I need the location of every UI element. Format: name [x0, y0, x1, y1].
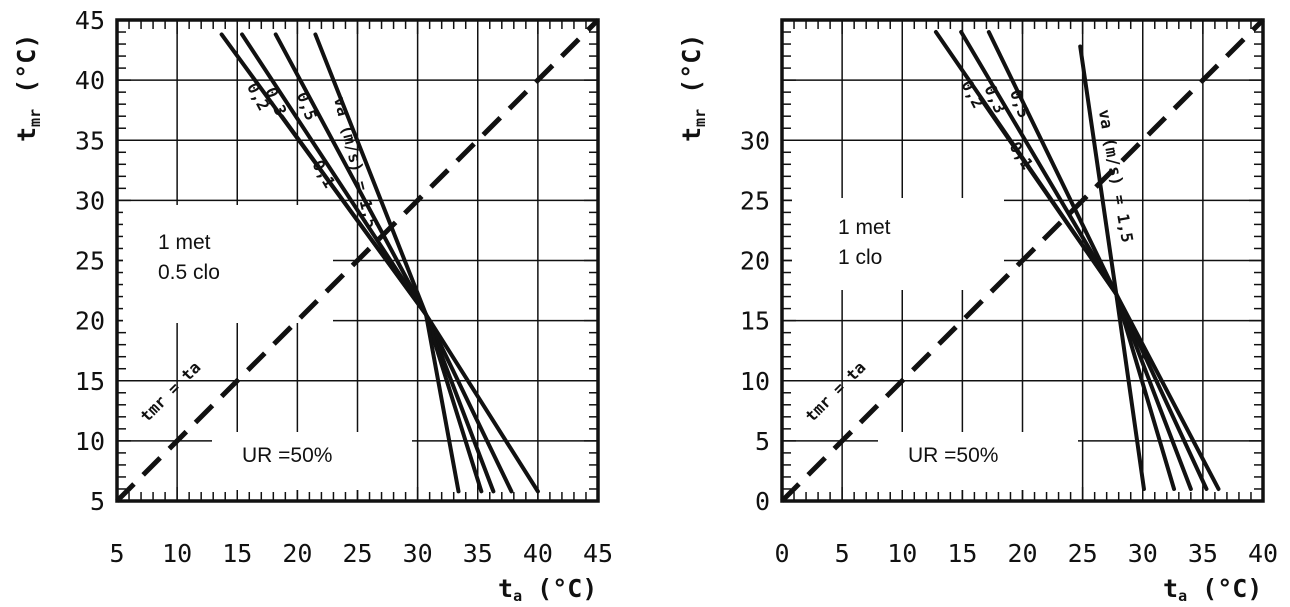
x-tick-label: 20: [282, 539, 312, 568]
x-tick-label: 5: [835, 539, 850, 568]
y-axis-title: tmr (°C): [677, 34, 709, 142]
y-tick-label: 35: [75, 126, 105, 155]
diagonal-label: tmr = ta: [136, 358, 204, 426]
plot-frame: [115, 18, 600, 503]
y-tick-label: 25: [740, 186, 770, 215]
y-tick-label: 45: [75, 6, 105, 35]
y-tick-label: 30: [740, 126, 770, 155]
y-tick-label: 15: [740, 307, 770, 336]
x-tick-label: 25: [1068, 539, 1098, 568]
series-label: 0,3: [261, 84, 290, 118]
y-tick-label: 0: [755, 487, 770, 516]
x-axis-title: ta (°C): [1163, 574, 1262, 605]
annotation-text: 1 met: [838, 216, 891, 239]
x-tick-label: 10: [162, 539, 192, 568]
series-label: 0,3: [981, 82, 1010, 116]
x-tick-label: 10: [887, 539, 917, 568]
annotation-text: 0.5 clo: [158, 261, 220, 284]
x-tick-label: 40: [523, 539, 553, 568]
x-tick-label: 35: [463, 539, 493, 568]
x-tick-label: 30: [403, 539, 433, 568]
diagonal-label: tmr = ta: [801, 358, 869, 426]
x-tick-label: 25: [342, 539, 372, 568]
y-tick-label: 10: [740, 367, 770, 396]
x-tick-label: 15: [947, 539, 977, 568]
series-line-1-5: [313, 32, 461, 494]
y-tick-label: 10: [75, 427, 105, 456]
diagonal-line: [780, 18, 1265, 503]
x-tick-label: 40: [1248, 539, 1278, 568]
x-tick-label: 5: [109, 539, 124, 568]
x-axis-title: ta (°C): [498, 574, 597, 605]
y-tick-label: 20: [75, 307, 105, 336]
y-tick-label: 20: [740, 247, 770, 276]
annotation-box: [123, 205, 333, 323]
chart-panel-2: 0,10,20,30,5va (m/s) = 1,50 5 10 15 20 25 30 35…: [677, 18, 1278, 605]
x-tick-label: 15: [222, 539, 252, 568]
annotation-box: [792, 198, 1004, 290]
y-axis-title: tmr (°C): [12, 34, 44, 142]
x-tick-label: 20: [1007, 539, 1037, 568]
y-tick-label: 5: [90, 487, 105, 516]
chart-panel-1: 0,10,20,3 0,5 va (m/s) = 1,55 10 15 20 25 30 35 4…: [12, 6, 613, 605]
y-tick-label: 30: [75, 186, 105, 215]
y-tick-label: 25: [75, 247, 105, 276]
series-line-1-5: [1078, 44, 1146, 491]
x-tick-label: 0: [774, 539, 789, 568]
y-tick-label: 5: [755, 427, 770, 456]
series-label: va (m/s) = 1,5: [1095, 108, 1137, 244]
diagonal-line: [115, 18, 600, 503]
x-tick-label: 45: [583, 539, 613, 568]
annotation-text: 1 met: [158, 231, 211, 254]
x-tick-label: 30: [1128, 539, 1158, 568]
plot-frame: [780, 18, 1265, 503]
annotation-box: [878, 432, 1078, 490]
annotation-text: 1 clo: [838, 246, 882, 269]
annotation-text: UR =50%: [908, 444, 998, 467]
x-tick-label: 35: [1188, 539, 1218, 568]
y-tick-label: 15: [75, 367, 105, 396]
annotation-box: [212, 432, 412, 490]
y-tick-label: 40: [75, 66, 105, 95]
annotation-text: UR =50%: [242, 444, 332, 467]
